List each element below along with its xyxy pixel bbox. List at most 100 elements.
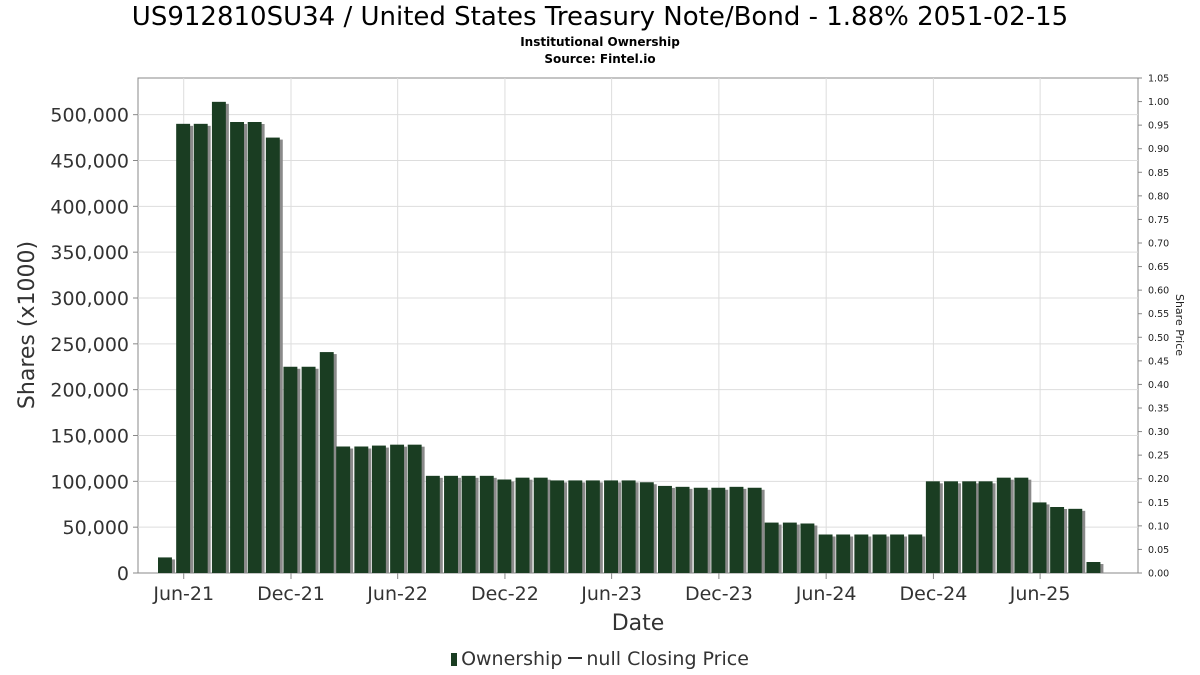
x-tick-label: Jun-23 (580, 583, 642, 605)
x-tick-label: Jun-21 (152, 583, 214, 605)
y-axis-left: 0 50,000 100,000 150,000 200,000 250,000 300,0… (50, 105, 138, 585)
x-tick-label: Dec-23 (685, 583, 753, 605)
ownership-bar (550, 480, 565, 573)
y2-tick-label: 0.65 (1148, 262, 1169, 273)
y2-tick-label: 0.25 (1148, 451, 1169, 462)
ownership-bar (639, 482, 654, 573)
ownership-bar (319, 352, 334, 573)
ownership-bar (711, 487, 726, 573)
ownership-bar (872, 534, 887, 573)
ownership-bar (158, 557, 172, 573)
ownership-bar (782, 522, 797, 573)
ownership-bar (533, 477, 548, 573)
price-legend-swatch (568, 657, 583, 659)
y2-tick-label: 0.15 (1148, 498, 1169, 509)
y2-tick-label: 1.00 (1148, 97, 1169, 108)
chart-title: US912810SU34 / United States Treasury No… (131, 2, 1069, 32)
ownership-bar (211, 101, 226, 573)
y2-tick-label: 0.45 (1148, 356, 1169, 367)
y-tick-label: 200,000 (50, 380, 129, 402)
y-axis-label: Shares (x1000) (15, 241, 40, 409)
x-tick-label: Jun-25 (1009, 583, 1071, 605)
x-tick-label: Dec-22 (471, 583, 539, 605)
ownership-bar (604, 480, 618, 573)
ownership-bar (729, 486, 744, 573)
chart-subtitle: Institutional Ownership (520, 35, 680, 49)
ownership-bar (1014, 477, 1029, 573)
ownership-bar (800, 523, 815, 573)
y2-tick-label: 1.05 (1148, 74, 1169, 85)
ownership-bar (996, 477, 1011, 573)
x-tick-label: Jun-24 (795, 583, 857, 605)
ownership-bar (962, 481, 977, 573)
ownership-bar (336, 446, 351, 573)
y-tick-label: 450,000 (50, 151, 129, 173)
y2-axis-label: Share Price (1173, 294, 1186, 356)
ownership-bar (658, 485, 672, 573)
ownership-bar (764, 522, 779, 573)
y2-tick-label: 0.70 (1148, 239, 1169, 250)
y2-tick-label: 0.75 (1148, 215, 1169, 226)
y2-tick-label: 0.90 (1148, 144, 1169, 155)
y-tick-label: 250,000 (50, 334, 129, 356)
ownership-bar (265, 137, 280, 574)
ownership-bar (978, 481, 993, 573)
ownership-bar (407, 444, 422, 573)
y2-tick-label: 0.05 (1148, 545, 1169, 556)
ownership-bar (425, 475, 440, 573)
ownership-bar (836, 534, 851, 573)
y-tick-label: 0 (117, 563, 129, 585)
legend-price-label: null Closing Price (586, 648, 749, 670)
ownership-bar (890, 534, 905, 573)
x-axis: Jun-21 Dec-21 Jun-22 Dec-22 Jun-23 Dec-23 Jun-… (152, 573, 1070, 605)
y-tick-label: 100,000 (50, 471, 129, 493)
ownership-bar (193, 123, 208, 573)
ownership-bar (301, 366, 316, 573)
y2-tick-label: 0.50 (1148, 333, 1169, 344)
y2-tick-label: 0.80 (1148, 191, 1169, 202)
y2-tick-label: 0.35 (1148, 404, 1169, 415)
ownership-bar (354, 446, 369, 573)
y2-tick-label: 0.10 (1148, 521, 1169, 532)
ownership-bar (1032, 502, 1047, 573)
x-tick-label: Dec-21 (257, 583, 325, 605)
ownership-bar (585, 480, 600, 573)
ownership-bar (461, 475, 476, 573)
x-tick-label: Dec-24 (900, 583, 968, 605)
ownership-bar (497, 479, 512, 573)
ownership-bar (515, 477, 530, 573)
legend-ownership-label: Ownership (461, 648, 563, 670)
y2-tick-label: 0.30 (1148, 427, 1169, 438)
bar-series (158, 101, 1104, 574)
ownership-bar (371, 445, 386, 573)
y2-tick-label: 0.40 (1148, 380, 1169, 391)
chart-legend: Ownership null Closing Price (0, 648, 1200, 670)
ownership-legend-swatch (451, 653, 458, 666)
ownership-bar (479, 475, 494, 573)
ownership-bar (747, 487, 762, 573)
y2-tick-label: 0.55 (1148, 309, 1169, 320)
y2-tick-label: 0.20 (1148, 474, 1169, 485)
ownership-bar (176, 123, 191, 573)
y-tick-label: 400,000 (50, 196, 129, 218)
y-tick-label: 150,000 (50, 426, 129, 448)
ownership-bar (1086, 562, 1101, 573)
y-tick-label: 300,000 (50, 288, 129, 310)
ownership-bar (1068, 508, 1083, 573)
y2-tick-label: 0.00 (1148, 569, 1169, 580)
ownership-bar (693, 487, 708, 573)
ownership-bar (247, 122, 262, 573)
y2-tick-label: 0.95 (1148, 121, 1169, 132)
x-tick-label: Jun-22 (366, 583, 428, 605)
ownership-bar (230, 122, 245, 573)
y-tick-label: 350,000 (50, 242, 129, 264)
ownership-bar (621, 480, 636, 573)
y2-tick-label: 0.85 (1148, 168, 1169, 179)
ownership-bar (283, 366, 298, 573)
ownership-bar (568, 480, 583, 573)
y2-tick-label: 0.60 (1148, 286, 1169, 297)
ownership-bar (818, 534, 833, 573)
ownership-bar (944, 481, 958, 573)
x-axis-label: Date (612, 611, 665, 636)
chart-source: Source: Fintel.io (544, 52, 656, 66)
